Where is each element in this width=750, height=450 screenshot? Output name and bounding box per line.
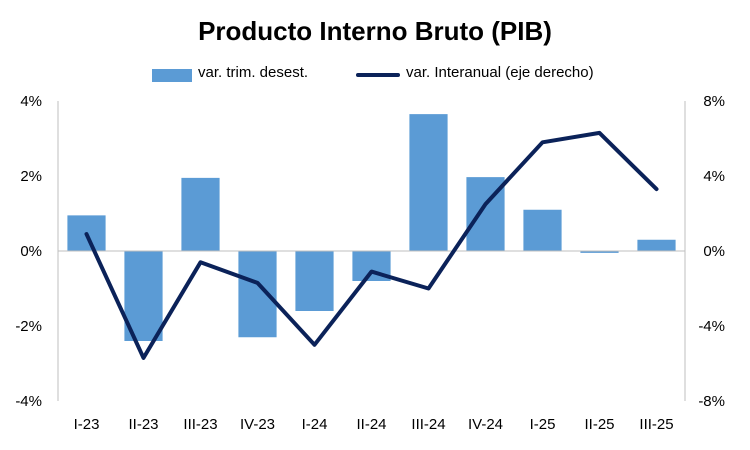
legend-label-bar: var. trim. desest.	[198, 64, 309, 81]
x-tick-label: II-25	[584, 416, 614, 433]
x-tick-label: III-24	[411, 416, 445, 433]
y-right-tick-label: 8%	[703, 93, 725, 110]
x-tick-label: II-23	[128, 416, 158, 433]
bar-9	[580, 251, 619, 253]
y-right-tick-label: 0%	[703, 243, 725, 260]
y-right-tick-label: -8%	[698, 393, 725, 410]
y-left-tick-label: 0%	[20, 243, 42, 260]
x-tick-label: I-25	[530, 416, 556, 433]
x-tick-label: III-23	[183, 416, 217, 433]
y-left-tick-label: 4%	[20, 93, 42, 110]
legend-label-line: var. Interanual (eje derecho)	[406, 64, 594, 81]
bar-6	[409, 114, 448, 251]
chart-title: Producto Interno Bruto (PIB)	[198, 16, 552, 46]
legend-swatch-bar	[152, 69, 192, 82]
bar-4	[295, 251, 334, 311]
x-tick-label: II-24	[356, 416, 386, 433]
y-right-tick-label: 4%	[703, 168, 725, 185]
y-left-tick-label: -2%	[15, 318, 42, 335]
x-tick-label: I-24	[302, 416, 328, 433]
bar-2	[181, 177, 220, 251]
bar-8	[523, 209, 562, 251]
bar-10	[637, 239, 676, 251]
x-tick-label: III-25	[639, 416, 673, 433]
bar-3	[238, 251, 277, 338]
y-left-tick-label: 2%	[20, 168, 42, 185]
legend: var. trim. desest. var. Interanual (eje …	[0, 64, 750, 86]
x-tick-label: IV-23	[240, 416, 275, 433]
line-series	[84, 130, 659, 360]
y-right-tick-label: -4%	[698, 318, 725, 335]
x-tick-label: IV-24	[468, 416, 503, 433]
legend-swatch-line	[356, 73, 400, 77]
x-tick-label: I-23	[74, 416, 100, 433]
y-left-tick-label: -4%	[15, 393, 42, 410]
